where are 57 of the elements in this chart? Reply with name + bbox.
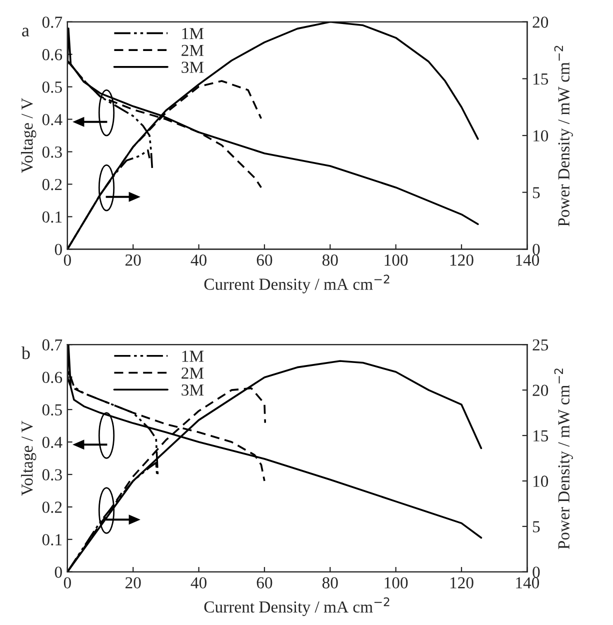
y-axis-title: Voltage / V — [21, 420, 36, 496]
chart-title: b — [21, 346, 30, 360]
y-tick-label: 0.3 — [42, 146, 62, 158]
x-tick-label: 140 — [516, 254, 540, 266]
legend-label: 1M — [182, 350, 204, 362]
y-tick-label: 0.1 — [42, 211, 62, 223]
x-tick-label: 40 — [190, 577, 206, 588]
x-tick-label: 140 — [516, 577, 540, 588]
y-tick-label: 0.2 — [42, 502, 62, 513]
x-tick-label: 20 — [126, 254, 141, 266]
y2-tick-label: 15 — [534, 430, 548, 442]
legend-label: 2M — [182, 44, 204, 56]
x-axis-title: Current Density / mA cm$^{−2}$ — [204, 597, 390, 616]
y-tick-label: 0.4 — [42, 436, 62, 448]
y2-tick-label: 15 — [534, 73, 548, 85]
legend-label: 1M — [182, 28, 204, 39]
y-tick-label: 0.6 — [42, 372, 62, 384]
y-tick-label: 0 — [54, 566, 62, 578]
chart-title: a — [22, 28, 30, 36]
y2-tick-label: 0 — [532, 566, 540, 578]
x-tick-label: 80 — [322, 254, 338, 266]
y-tick-label: 0 — [54, 244, 62, 256]
y2-tick-label: 5 — [533, 187, 540, 198]
x-tick-label: 120 — [450, 577, 474, 588]
y-tick-label: 0.3 — [42, 469, 62, 480]
x-tick-label: 80 — [322, 577, 338, 588]
x-tick-label: 0 — [64, 577, 71, 588]
legend-label: 3M — [182, 384, 204, 396]
y-tick-label: 0.1 — [42, 534, 62, 546]
y2-tick-label: 20 — [532, 384, 548, 396]
y2-axis-title: Power Density / mW cm$^{−2}$ — [554, 46, 573, 226]
legend-label: 2M — [182, 368, 204, 379]
y2-axis-title: Power Density / mW cm$^{−2}$ — [554, 368, 573, 550]
y-tick-label: 0.7 — [42, 339, 62, 351]
y2-tick-label: 10 — [534, 476, 548, 487]
x-tick-label: 60 — [256, 577, 272, 588]
y2-tick-label: 10 — [534, 130, 548, 142]
x-axis-title: Current Density / mA cm$^{−2}$ — [204, 274, 390, 294]
legend-label: 3M — [182, 62, 204, 73]
x-tick-label: 120 — [450, 254, 474, 266]
y-tick-label: 0.5 — [42, 82, 62, 93]
y2-tick-label: 5 — [533, 521, 540, 532]
y2-tick-label: 0 — [532, 244, 540, 256]
y2-tick-label: 25 — [532, 339, 548, 351]
y-axis-title: Voltage / V — [21, 98, 36, 173]
x-tick-label: 100 — [384, 577, 408, 588]
y-tick-label: 0.5 — [42, 404, 62, 416]
x-tick-label: 20 — [126, 577, 141, 588]
x-tick-label: 100 — [384, 254, 408, 266]
y2-tick-label: 20 — [532, 16, 548, 28]
x-tick-label: 40 — [190, 254, 206, 266]
y-tick-label: 0.4 — [42, 114, 62, 126]
y-tick-label: 0.2 — [42, 178, 62, 190]
x-tick-label: 0 — [64, 254, 71, 266]
y-tick-label: 0.6 — [42, 49, 62, 60]
y-tick-label: 0.7 — [42, 16, 62, 28]
x-tick-label: 60 — [256, 254, 272, 266]
